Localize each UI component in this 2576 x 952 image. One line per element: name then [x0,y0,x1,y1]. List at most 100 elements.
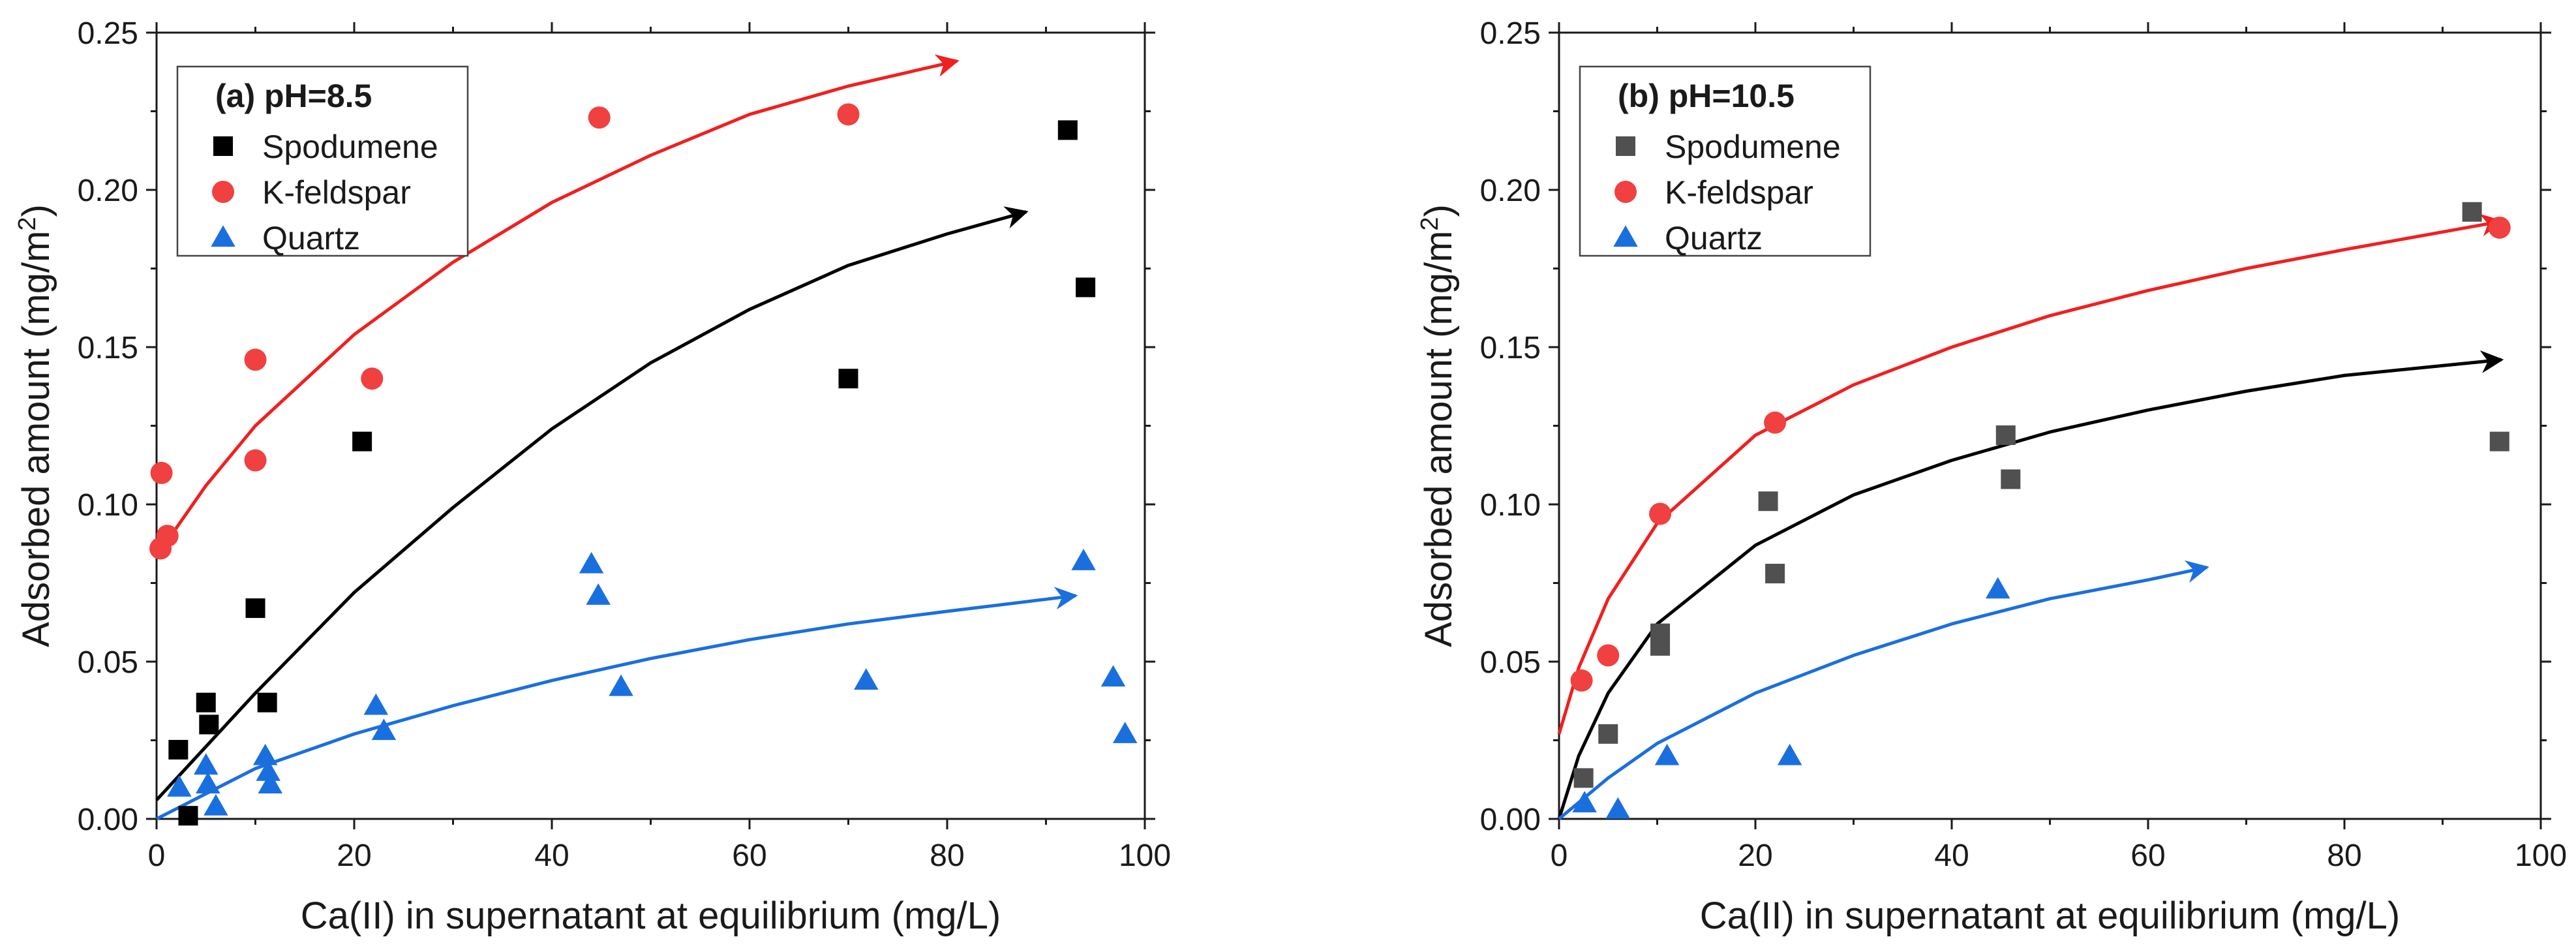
data-point-k-feldspar [244,449,267,472]
data-point-quartz [586,583,611,605]
data-point-quartz [194,753,219,775]
data-point-spodumene [1598,724,1618,744]
data-point-quartz [609,674,633,696]
data-point-quartz [258,772,282,794]
data-point-spodumene [2489,431,2509,452]
fit-curve-quartz [155,587,1078,821]
legend-label-spodumene: Spodumene [1665,129,1841,165]
x-tick-label: 80 [930,838,964,873]
fit-curve-quartz [1558,560,2209,820]
data-point-spodumene [1758,491,1778,512]
legend-label-k-feldspar: K-feldspar [1665,174,1813,211]
x-axis-label: Ca(II) in supernatant at equilibrium (mg… [301,895,1001,937]
data-point-k-feldspar [2488,216,2511,239]
data-point-quartz [252,743,278,765]
x-tick-label: 20 [337,838,371,873]
x-tick-label: 60 [2130,838,2165,873]
x-tick-label: 100 [1119,838,1171,873]
data-point-quartz [1777,743,1802,765]
data-point-quartz [371,718,397,741]
data-point-quartz [1654,743,1680,765]
y-tick-label: 0.20 [78,174,138,208]
data-point-k-feldspar [150,461,173,484]
legend-label-quartz: Quartz [1665,220,1763,256]
fit-curve-spodumene [1557,350,2504,820]
fit-curve-k-feldspar [1557,213,2504,735]
y-tick-label: 0.25 [1480,16,1541,51]
data-point-k-feldspar [156,525,179,547]
legend-marker-quartz [1613,225,1638,247]
data-point-k-feldspar [1649,502,1672,525]
legend-title: (a) pH=8.5 [215,78,372,114]
data-point-spodumene [1765,564,1785,584]
data-point-spodumene [2001,469,2021,489]
data-point-quartz [1112,722,1138,743]
data-point-quartz [1100,665,1126,687]
data-point-spodumene [178,806,198,826]
data-point-k-feldspar [244,348,267,371]
fit-curve-spodumene [155,206,1029,801]
y-tick-label: 0.20 [1480,174,1541,208]
x-tick-label: 0 [148,838,166,873]
y-tick-label: 0.15 [1480,331,1541,365]
y-tick-label: 0.15 [78,331,138,365]
x-tick-label: 60 [732,838,766,873]
legend-label-quartz: Quartz [262,220,360,256]
data-point-spodumene [1995,425,2016,445]
panel-b: 0 20 40 60 80 100 0.00 0.05 0.10 0.15 0.20 0.25 Ca(I… [1416,16,2567,937]
y-axis-label: Adsorbed amount (mg/m2) [1416,204,1460,647]
data-point-spodumene [1076,277,1096,298]
x-tick-label: 0 [1551,838,1568,873]
data-point-quartz [204,793,228,816]
legend-marker-k-feldspar [212,181,234,203]
legend-label-spodumene: Spodumene [262,129,438,165]
data-point-quartz [167,775,192,797]
data-point-spodumene [352,431,372,452]
x-tick-label: 40 [1934,838,1969,873]
legend-box [176,65,469,257]
data-point-k-feldspar [1764,411,1787,434]
data-point-quartz [363,693,389,715]
data-point-k-feldspar [1570,669,1593,692]
x-tick-label: 20 [1738,838,1772,873]
data-point-k-feldspar [361,367,384,390]
data-point-quartz [579,551,604,574]
data-point-k-feldspar [1597,644,1620,667]
data-point-spodumene [245,598,265,619]
y-tick-label: 0.10 [78,488,138,523]
y-tick-label: 0.25 [78,16,138,51]
data-point-quartz [1572,791,1597,812]
data-point-k-feldspar [837,103,860,126]
x-axis-label: Ca(II) in supernatant at equilibrium (mg… [1700,895,2400,937]
legend-box [1579,65,1871,257]
panel-a: 0 20 40 60 80 100 0.00 0.05 0.10 0.15 0.20 0.25 Ca(I… [14,16,1171,937]
data-point-spodumene [199,714,219,735]
y-axis-label: Adsorbed amount (mg/m2) [14,204,57,647]
y-tick-label: 0.10 [1480,488,1541,523]
data-point-spodumene [257,692,277,713]
y-tick-label: 0.05 [78,645,138,680]
data-point-spodumene [1057,120,1078,140]
data-point-spodumene [168,739,189,760]
y-tick-label: 0.05 [1480,645,1541,680]
data-point-quartz [256,759,280,781]
data-point-quartz [1985,577,2010,599]
legend-marker-quartz [211,225,235,247]
fit-curve-k-feldspar [165,54,960,544]
legend-marker-k-feldspar [1614,181,1637,203]
data-point-k-feldspar [588,106,611,129]
data-point-spodumene [838,369,858,389]
data-point-quartz [854,668,879,690]
data-point-spodumene [2462,202,2482,222]
legend-marker-spodumene [1616,136,1635,156]
data-point-quartz [1605,797,1631,819]
y-tick-label: 0.00 [78,803,138,837]
x-tick-label: 40 [534,838,569,873]
y-tick-label: 0.00 [1480,803,1541,837]
x-tick-label: 100 [2515,838,2567,873]
data-point-spodumene [1573,768,1594,788]
x-tick-label: 80 [2327,838,2361,873]
data-point-quartz [196,772,220,794]
data-point-spodumene [1650,636,1671,656]
